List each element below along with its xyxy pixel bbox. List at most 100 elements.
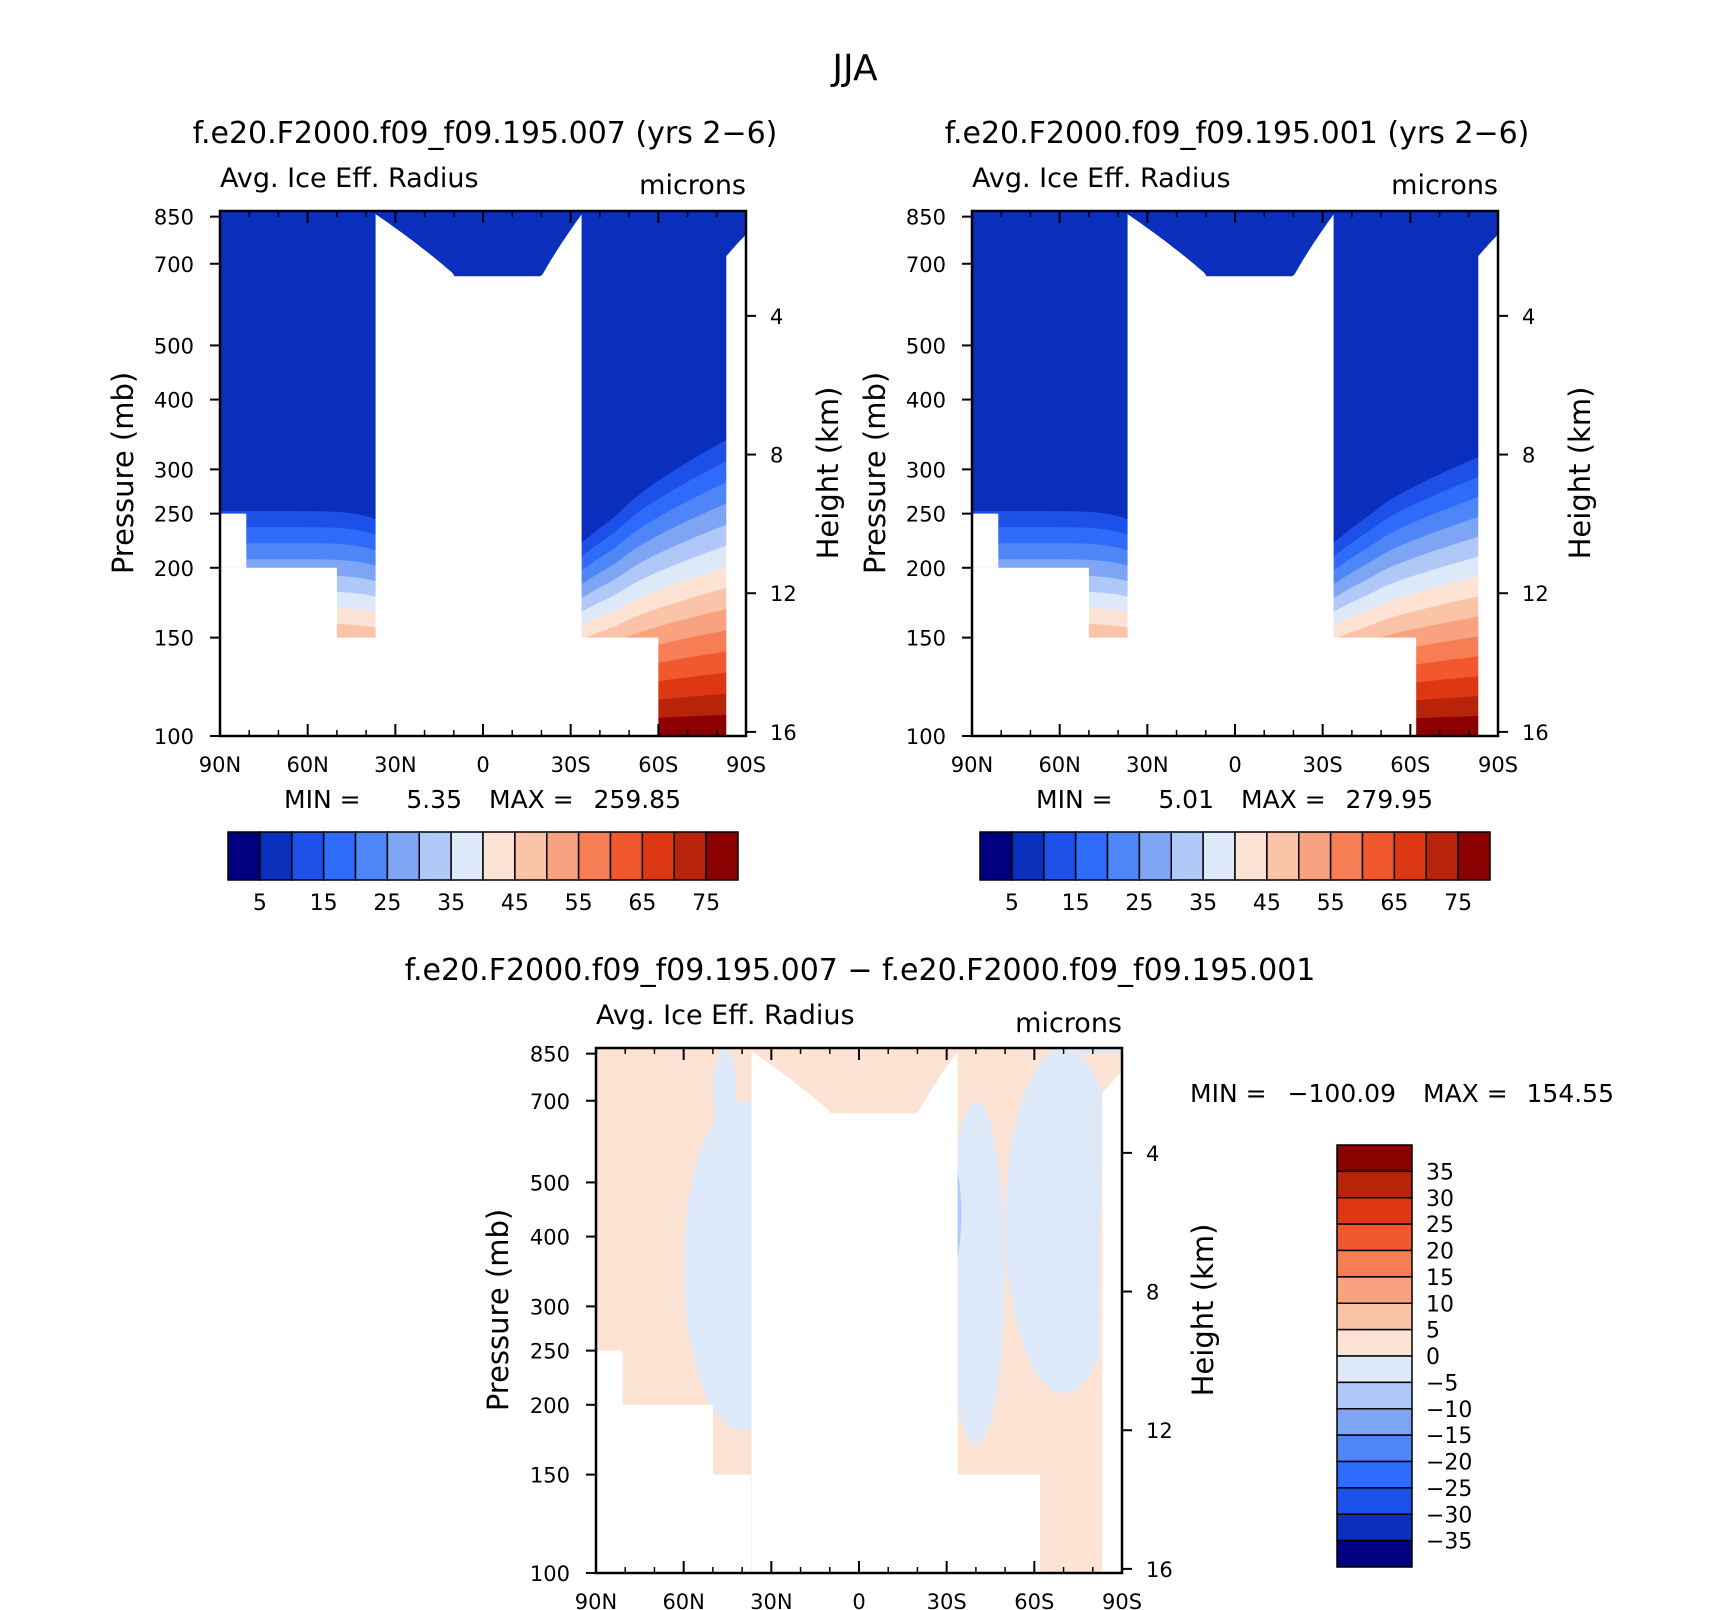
ytick-label: 150: [906, 627, 946, 651]
ytick2-label: 16: [1146, 1558, 1173, 1582]
xtick-label: 90S: [726, 753, 766, 777]
ytick-label: 250: [530, 1340, 570, 1364]
panel-1-units-label: microns: [639, 170, 746, 201]
panel-1-max-value: 259.85: [594, 785, 681, 814]
panel-1-variable-label: Avg. Ice Eff. Radius: [220, 163, 479, 194]
colorbar-swatch: [1336, 1434, 1413, 1463]
ytick-label: 400: [906, 389, 946, 413]
ytick-label: 700: [906, 253, 946, 277]
panel-2-axes: 100 150 200 250 300 400 500 700 850 16 12 8 4 90N 60N 3…: [906, 206, 1549, 777]
colorbar-label: 35: [437, 891, 465, 916]
panel-1-case-title: f.e20.F2000.f09_f09.195.007 (yrs 2−6): [193, 116, 778, 151]
colorbar-label: 55: [1317, 891, 1345, 916]
xtick-label: 90S: [1478, 753, 1518, 777]
xtick-label: 90N: [199, 753, 241, 777]
xtick-label: 60S: [1390, 753, 1430, 777]
colorbar-swatch: [450, 831, 484, 881]
panel-2-ylabel2: Height (km): [1563, 387, 1597, 560]
colorbar-label: −10: [1426, 1398, 1472, 1423]
colorbar-label: 20: [1426, 1240, 1454, 1265]
colorbar-swatch: [1106, 831, 1141, 881]
panel-3-min-label: MIN =: [1190, 1079, 1267, 1108]
colorbar-swatch: [1329, 831, 1364, 881]
colorbar-swatch: [354, 831, 389, 881]
ytick-label: 200: [906, 557, 946, 581]
mask-nh-top: [596, 1474, 751, 1573]
panel-2-max-label: MAX =: [1241, 785, 1326, 814]
panel-3-axes: 100 150 200 250 300 400 500 700 850 16 12 8 4 90N 60N 3…: [530, 1043, 1173, 1610]
colorbar-label: −20: [1426, 1451, 1472, 1476]
colorbar-swatch: [1336, 1223, 1413, 1252]
terrain-mask: [1127, 214, 1498, 737]
ytick2-label: 4: [1522, 305, 1535, 329]
colorbar-swatch: [1336, 1144, 1413, 1173]
ytick-label: 100: [530, 1562, 570, 1586]
panel-1-ylabel2: Height (km): [811, 387, 845, 560]
colorbar-swatch: [1336, 1408, 1413, 1436]
panel-3-case-title: f.e20.F2000.f09_f09.195.007 − f.e20.F200…: [405, 953, 1316, 988]
colorbar-swatch: [1298, 831, 1332, 881]
xtick-label: 30N: [750, 1590, 792, 1610]
colorbar-label: 55: [565, 891, 593, 916]
figure-title: JJA: [830, 48, 878, 89]
field-anomaly-10: [712, 1048, 737, 1139]
colorbar-swatch: [1074, 831, 1109, 881]
colorbar-swatch: [1336, 1170, 1413, 1199]
ytick-label: 500: [906, 334, 946, 358]
ytick2-label: 8: [770, 444, 783, 468]
panel-2-colorbar: 5 15 25 35 45 55 65 75: [979, 831, 1491, 916]
colorbar-swatch: [291, 831, 325, 881]
colorbar-swatch: [1202, 831, 1236, 881]
colorbar-label: 45: [501, 891, 529, 916]
panel-3-min-value: −100.09: [1288, 1079, 1396, 1108]
colorbar-label: −5: [1426, 1371, 1458, 1396]
panel-1-min-label: MIN =: [284, 785, 361, 814]
panel-2-min-value: 5.01: [1158, 785, 1214, 814]
panel-1: f.e20.F2000.f09_f09.195.007 (yrs 2−6) Av…: [106, 116, 845, 916]
field-anomaly-2: [946, 1100, 1006, 1445]
ytick-label: 850: [154, 206, 194, 230]
xtick-label: 30N: [1126, 753, 1168, 777]
colorbar-label: −30: [1426, 1503, 1472, 1528]
ytick2-label: 16: [770, 721, 797, 745]
panel-1-contour-field: [220, 211, 746, 737]
panel-3-max-label: MAX =: [1423, 1079, 1508, 1108]
ytick-label: 300: [530, 1295, 570, 1319]
colorbar-label: 35: [1426, 1160, 1454, 1185]
colorbar-label: 15: [1062, 891, 1090, 916]
colorbar-label: 25: [1426, 1213, 1454, 1238]
mask-nh-low: [972, 513, 999, 568]
panel-2-min-label: MIN =: [1036, 785, 1113, 814]
colorbar-label: 15: [1426, 1266, 1454, 1291]
xtick-label: 60N: [286, 753, 328, 777]
terrain-mask: [751, 1051, 1122, 1573]
ytick-label: 200: [154, 557, 194, 581]
ytick-label: 100: [154, 725, 194, 749]
colorbar-label: 15: [310, 891, 338, 916]
xtick-label: 60S: [1014, 1590, 1054, 1610]
colorbar-swatch: [482, 831, 516, 881]
xtick-label: 30S: [1303, 753, 1343, 777]
colorbar-swatch: [673, 831, 707, 881]
colorbar-label: 30: [1426, 1187, 1454, 1212]
colorbar-label: 25: [373, 891, 401, 916]
ytick2-label: 4: [770, 305, 783, 329]
xtick-label: 30S: [927, 1590, 967, 1610]
panel-3-variable-label: Avg. Ice Eff. Radius: [596, 1000, 855, 1031]
ytick2-label: 8: [1522, 444, 1535, 468]
colorbar-label: 65: [628, 891, 656, 916]
colorbar-swatch: [1336, 1381, 1413, 1410]
colorbar-swatch: [1011, 831, 1045, 881]
colorbar-swatch: [227, 831, 261, 881]
colorbar-swatch: [1266, 831, 1300, 881]
xtick-label: 0: [1228, 753, 1241, 777]
xtick-label: 0: [476, 753, 489, 777]
ytick-label: 850: [906, 206, 946, 230]
ytick-label: 700: [154, 253, 194, 277]
colorbar-swatch: [1425, 831, 1459, 881]
panel-2-contour-field: [972, 211, 1498, 737]
colorbar-swatch: [386, 831, 421, 881]
panel-3: f.e20.F2000.f09_f09.195.007 − f.e20.F200…: [405, 953, 1614, 1610]
